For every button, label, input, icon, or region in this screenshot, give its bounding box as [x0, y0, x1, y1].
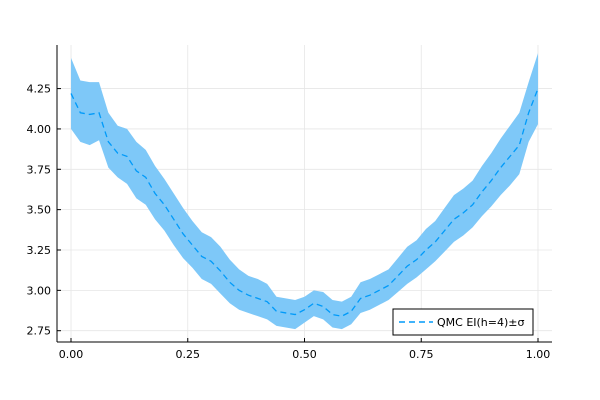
y-tick-label-4: 3.75	[27, 163, 52, 176]
legend: QMC EI(h=4)±σ	[392, 308, 534, 336]
y-tick-label-0: 2.75	[27, 325, 52, 338]
x-tick-label-4: 1.00	[526, 348, 551, 361]
y-tick-label-3: 3.50	[27, 204, 52, 217]
y-tick-label-2: 3.25	[27, 244, 52, 257]
grid	[57, 45, 552, 342]
series-0-band	[71, 53, 538, 330]
x-tick-label-3: 0.75	[409, 348, 434, 361]
line-layer	[70, 88, 539, 317]
legend-box	[392, 308, 534, 336]
x-tick-label-2: 0.50	[292, 348, 317, 361]
y-tick-label-5: 4.00	[27, 123, 52, 136]
y-tick-label-1: 3.00	[27, 284, 52, 297]
series-0-line	[70, 88, 539, 317]
legend-label: QMC EI(h=4)±σ	[437, 316, 525, 329]
y-tick-label-6: 4.25	[27, 83, 52, 96]
x-tick-label-0: 0.00	[59, 348, 84, 361]
band-layer	[71, 53, 538, 330]
x-tick-label-1: 0.25	[176, 348, 201, 361]
ticks: 0.00 0.25 0.50 0.75 1.00 2.75 3.00 3.25 3.50 3.75…	[27, 83, 551, 361]
